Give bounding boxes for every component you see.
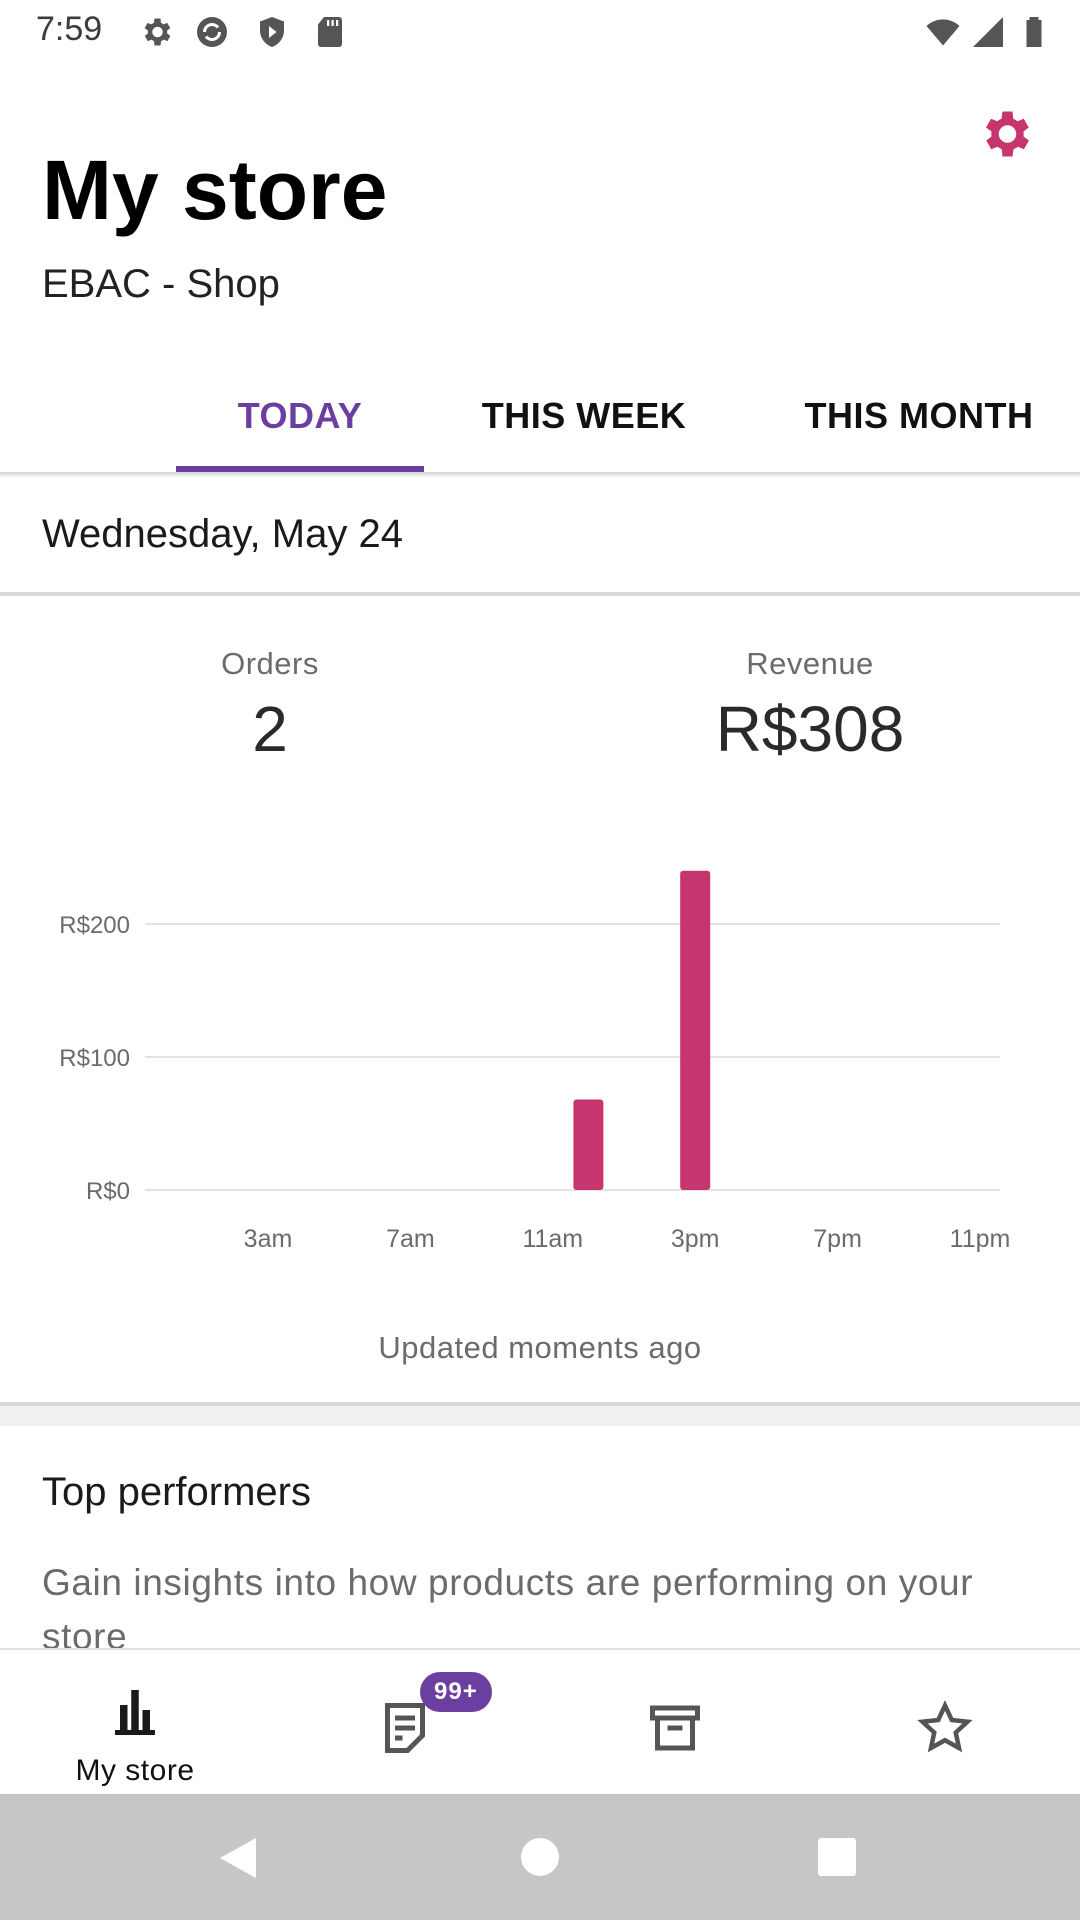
home-icon[interactable] xyxy=(519,1836,561,1878)
wifi-icon xyxy=(926,19,960,46)
chart-bar xyxy=(680,870,711,1190)
orders-badge: 99+ xyxy=(420,1672,492,1712)
x-tick-label: 7pm xyxy=(813,1225,862,1253)
top-performers-title: Top performers xyxy=(42,1470,311,1514)
orders-icon xyxy=(385,1703,425,1753)
revenue-chart: R$0 R$100 R$200 3am 7am 11am 3pm 7pm 11pm xyxy=(59,870,1011,1253)
bottom-navigation: My store 99+ xyxy=(0,1648,1080,1796)
x-tick-label: 11pm xyxy=(950,1225,1011,1253)
x-tick-label: 7am xyxy=(386,1225,435,1253)
page-title: My store xyxy=(42,143,388,237)
signal-icon xyxy=(973,17,1003,47)
x-tick-label: 11am xyxy=(522,1225,583,1253)
revenue-value: R$308 xyxy=(715,693,905,765)
divider xyxy=(0,1402,1080,1406)
system-navigation-bar xyxy=(0,1794,1080,1920)
active-tab-indicator xyxy=(176,466,424,472)
tab-today[interactable]: TODAY xyxy=(237,395,363,436)
shield-play-icon xyxy=(260,17,284,47)
x-tick-label: 3pm xyxy=(671,1225,720,1253)
updated-text: Updated moments ago xyxy=(378,1330,702,1365)
store-name: EBAC - Shop xyxy=(42,262,280,306)
archive-icon xyxy=(650,1705,700,1751)
nav-reviews[interactable] xyxy=(810,1650,1080,1796)
orders-value: 2 xyxy=(252,693,288,765)
section-gap xyxy=(0,1406,1080,1426)
status-time: 7:59 xyxy=(36,10,103,48)
battery-icon xyxy=(1026,17,1042,47)
tab-this-month[interactable]: THIS MONTH xyxy=(804,395,1034,436)
recents-icon[interactable] xyxy=(817,1837,857,1877)
status-bar: 7:59 xyxy=(0,0,1080,64)
sync-icon xyxy=(197,17,227,47)
settings-button[interactable] xyxy=(975,104,1035,164)
bar-chart-icon xyxy=(115,1690,155,1735)
nav-orders[interactable]: 99+ xyxy=(270,1650,540,1796)
gear-icon xyxy=(986,111,1029,157)
y-tick-label: R$100 xyxy=(59,1045,130,1072)
star-icon xyxy=(917,1700,973,1753)
orders-label: Orders xyxy=(221,646,319,681)
gear-icon xyxy=(144,18,171,46)
chart-bar xyxy=(573,1099,604,1190)
nav-my-store-label: My store xyxy=(75,1754,195,1787)
y-tick-label: R$0 xyxy=(86,1178,130,1205)
divider xyxy=(0,592,1080,596)
date-label: Wednesday, May 24 xyxy=(42,512,403,556)
tab-this-week[interactable]: THIS WEEK xyxy=(481,395,687,436)
x-tick-label: 3am xyxy=(244,1225,293,1253)
nav-products[interactable] xyxy=(540,1650,810,1796)
y-tick-label: R$200 xyxy=(59,912,130,939)
back-icon[interactable] xyxy=(216,1836,258,1880)
nav-my-store[interactable]: My store xyxy=(0,1650,270,1796)
date-range-tabs: TODAY THIS WEEK THIS MONTH xyxy=(0,360,1080,472)
top-performers-description: Gain insights into how products are perf… xyxy=(42,1562,974,1657)
revenue-label: Revenue xyxy=(746,646,874,681)
tabs-shadow xyxy=(0,472,1080,478)
sd-card-icon xyxy=(318,17,342,47)
